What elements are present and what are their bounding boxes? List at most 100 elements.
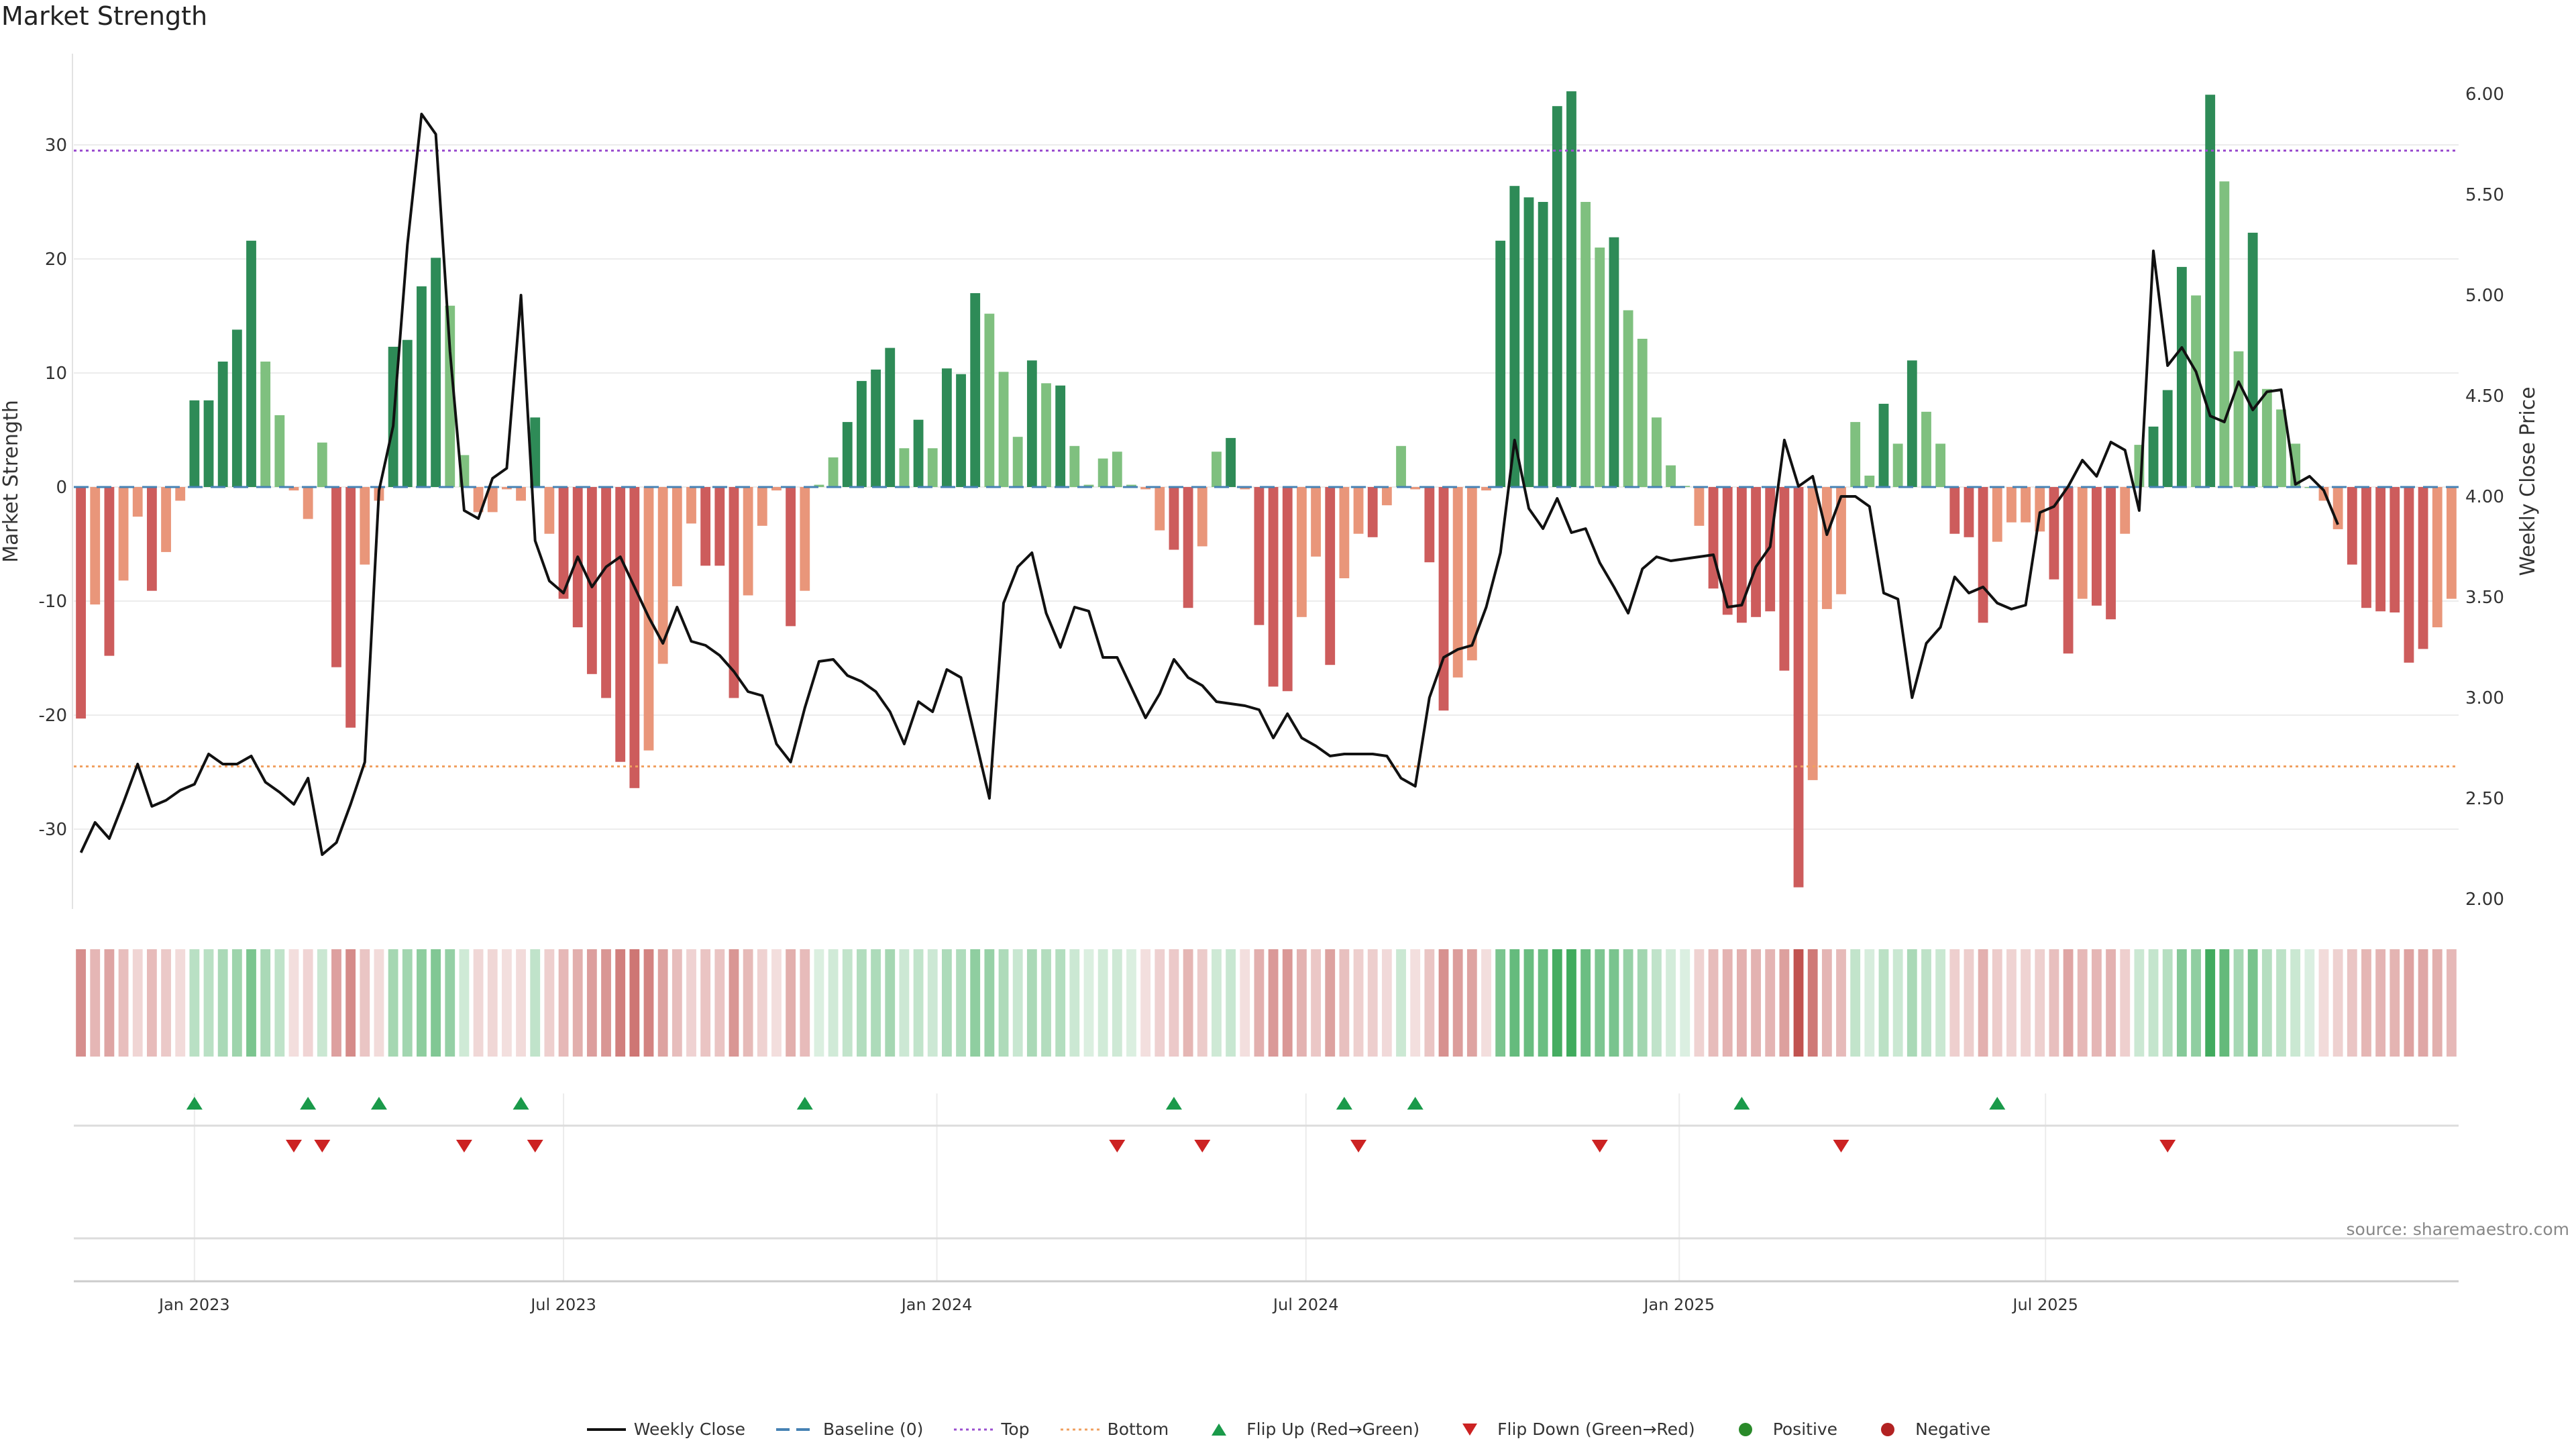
legend: Weekly Close Baseline (0) Top Bottom Flip Up… bbox=[0, 1419, 2576, 1439]
strength-bar bbox=[274, 415, 285, 487]
strength-bar bbox=[175, 487, 186, 501]
heatstrip-cell bbox=[76, 949, 86, 1057]
legend-item-flipUp: Flip Up (Red→Green) bbox=[1198, 1419, 1419, 1439]
strength-bar bbox=[1992, 487, 2002, 542]
heatstrip-cell bbox=[1410, 949, 1421, 1057]
strength-bar bbox=[189, 400, 200, 487]
heatstrip-cell bbox=[2120, 949, 2131, 1057]
heatstrip-cell bbox=[2261, 949, 2272, 1057]
heatstrip-cell bbox=[388, 949, 398, 1057]
heatstrip-cell bbox=[203, 949, 214, 1057]
heatstrip-cell bbox=[1580, 949, 1591, 1057]
heatstrip-cell bbox=[501, 949, 512, 1057]
legend-circle bbox=[1738, 1422, 1752, 1436]
x-tick-label: Jan 2024 bbox=[900, 1295, 973, 1314]
strength-bar bbox=[885, 347, 896, 487]
strength-bar bbox=[1339, 487, 1350, 578]
x-tick-label: Jul 2024 bbox=[1272, 1295, 1339, 1314]
heatstrip-cell bbox=[1680, 949, 1690, 1057]
flip-down-marker bbox=[1194, 1140, 1211, 1152]
heatstrip-cell bbox=[1552, 949, 1562, 1057]
heatstrip-cell bbox=[1722, 949, 1733, 1057]
strength-bar bbox=[1410, 487, 1421, 490]
top-legend-swatch bbox=[954, 1428, 994, 1430]
strength-bar bbox=[1466, 487, 1477, 661]
heatstrip-cell bbox=[331, 949, 341, 1057]
y2-tick-label: 3.00 bbox=[2465, 688, 2504, 708]
heatstrip-cell bbox=[984, 949, 995, 1057]
strength-bar bbox=[956, 374, 966, 487]
heatstrip-cell bbox=[2404, 949, 2414, 1057]
y-tick-label: -10 bbox=[39, 592, 67, 612]
heatstrip-cell bbox=[558, 949, 569, 1057]
strength-bar bbox=[743, 487, 753, 596]
legend-up-triangle bbox=[1212, 1423, 1227, 1436]
legend-item-top: Top bbox=[953, 1419, 1030, 1439]
strength-bar bbox=[417, 286, 427, 487]
heatstrip-cell bbox=[2347, 949, 2357, 1057]
strength-bar bbox=[1197, 487, 1208, 547]
strength-bar bbox=[1140, 487, 1151, 490]
strength-bar bbox=[1836, 487, 1846, 594]
y-tick-label: -20 bbox=[39, 706, 67, 726]
heatstrip-cell bbox=[2447, 949, 2457, 1057]
flip-down-marker bbox=[1350, 1140, 1367, 1152]
strength-bar bbox=[2176, 266, 2187, 487]
heatstrip-cell bbox=[217, 949, 228, 1057]
heatstrip-cell bbox=[714, 949, 725, 1057]
heatstrip-cell bbox=[2219, 949, 2230, 1057]
heatstrip-cell bbox=[871, 949, 881, 1057]
strength-bar bbox=[303, 487, 313, 519]
heatstrip-cell bbox=[1637, 949, 1648, 1057]
legend-label: Baseline (0) bbox=[823, 1419, 924, 1439]
heatstrip-cell bbox=[743, 949, 753, 1057]
heatstrip-cell bbox=[2148, 949, 2159, 1057]
strength-bar bbox=[771, 487, 782, 491]
legend-down-triangle bbox=[1462, 1423, 1478, 1436]
strength-bar bbox=[1949, 487, 1960, 534]
strength-bar bbox=[1041, 383, 1051, 487]
heatstrip-cell bbox=[1254, 949, 1265, 1057]
strength-bar bbox=[2205, 95, 2216, 487]
heatstrip-cell bbox=[1992, 949, 2002, 1057]
heatstrip-cell bbox=[2063, 949, 2074, 1057]
strength-bar bbox=[501, 487, 512, 490]
strength-bar bbox=[657, 487, 668, 664]
strength-bar bbox=[1637, 339, 1648, 487]
strength-bar bbox=[2233, 351, 2244, 487]
axes bbox=[72, 54, 2459, 1283]
strength-bar bbox=[90, 487, 101, 605]
strength-bar bbox=[544, 487, 555, 534]
heatstrip-cell bbox=[629, 949, 640, 1057]
strength-bar bbox=[1666, 465, 1676, 487]
heatstrip-cell bbox=[274, 949, 285, 1057]
heatstrip-cell bbox=[317, 949, 327, 1057]
heatstrip-cell bbox=[1069, 949, 1080, 1057]
threshold-lines bbox=[74, 150, 2459, 767]
heatstrip-cell bbox=[1523, 949, 1534, 1057]
heatstrip-cell bbox=[1765, 949, 1776, 1057]
strength-bar bbox=[1495, 240, 1506, 487]
legend-item-flipDown: Flip Down (Green→Red) bbox=[1449, 1419, 1695, 1439]
strength-bar bbox=[1807, 487, 1818, 780]
heatstrip-cell bbox=[431, 949, 441, 1057]
strength-bar bbox=[246, 240, 256, 487]
strength-bar bbox=[714, 487, 725, 566]
heatstrip-cell bbox=[1793, 949, 1804, 1057]
y2-tick-label: 6.00 bbox=[2465, 85, 2504, 105]
x-tick-label: Jul 2023 bbox=[529, 1295, 596, 1314]
heatstrip-cell bbox=[90, 949, 101, 1057]
strength-bar bbox=[487, 487, 498, 513]
heatstrip-cell bbox=[2077, 949, 2088, 1057]
strength-bar bbox=[828, 457, 839, 487]
heatstrip-cell bbox=[1978, 949, 1988, 1057]
heatstrip-cell bbox=[885, 949, 896, 1057]
strength-bar bbox=[1722, 487, 1733, 615]
strength-bar bbox=[601, 487, 611, 698]
heatstrip-cell bbox=[899, 949, 910, 1057]
heatstrip-cell bbox=[445, 949, 455, 1057]
strength-bar bbox=[2006, 487, 2017, 523]
legend-label: Positive bbox=[1772, 1419, 1838, 1439]
heatstrip-cell bbox=[1012, 949, 1023, 1057]
heatstrip-cell bbox=[857, 949, 867, 1057]
